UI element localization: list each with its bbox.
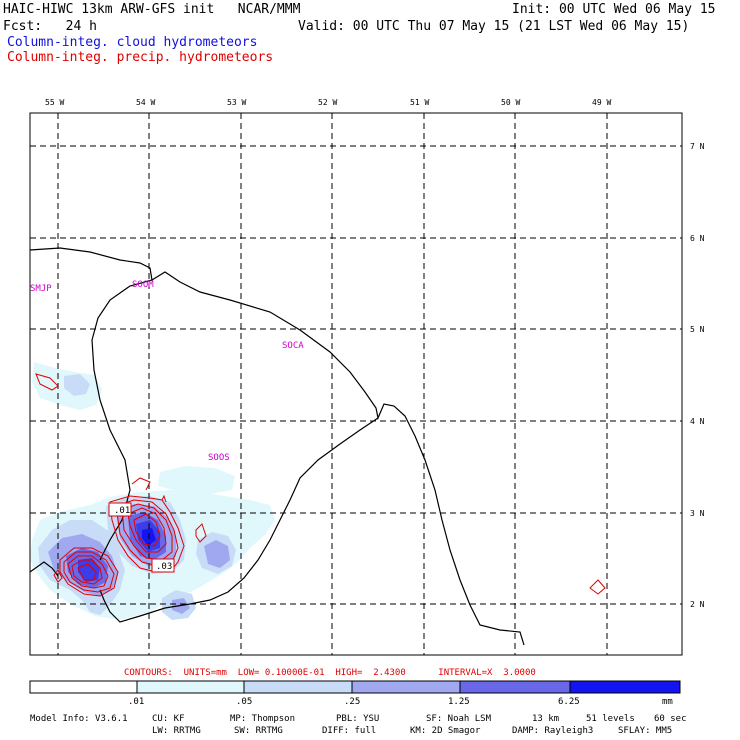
footer-pbl: PBL: YSU <box>336 714 380 724</box>
footer-version: Model Info: V3.6.1 <box>30 714 128 724</box>
lon-label-51w: 51 W <box>410 98 430 107</box>
station-soca: SOCA <box>282 341 304 351</box>
shade-region-3 <box>204 540 230 568</box>
precip-field-title: Column-integ. precip. hydrometeors <box>7 50 274 65</box>
init-time: Init: 00 UTC Wed 06 May 15 <box>512 2 716 17</box>
lat-label-7n: 7 N <box>690 142 705 151</box>
colorbar <box>29 680 681 694</box>
footer-lw: LW: RRTMG <box>152 726 201 736</box>
coastlines <box>29 247 525 646</box>
footer-sflay: SFLAY: MM5 <box>618 726 673 736</box>
footer-mp: MP: Thompson <box>230 714 296 724</box>
footer-sw: SW: RRTMG <box>234 726 283 736</box>
footer-sf: SF: Noah LSM <box>426 714 492 724</box>
footer-cu: CU: KF <box>152 714 185 724</box>
station-soos: SOOS <box>208 453 230 463</box>
colorbar-tick-001: .01 <box>128 697 145 707</box>
contour-label-003: .03 <box>156 562 172 572</box>
model-title: HAIC-HIWC 13km ARW-GFS init NCAR/MMM <box>3 2 301 17</box>
footer-timestep: 60 sec <box>654 714 687 724</box>
lat-label-2n: 2 N <box>690 600 705 609</box>
lon-label-49w: 49 W <box>592 98 612 107</box>
footer-damp: DAMP: Rayleigh3 <box>512 726 594 736</box>
lat-label-6n: 6 N <box>690 234 705 243</box>
lon-label-50w: 50 W <box>501 98 521 107</box>
colorbar-units: mm <box>662 697 673 707</box>
shade-region-2 <box>64 374 90 396</box>
lon-label-54w: 54 W <box>136 98 156 107</box>
shade-region-light <box>158 466 235 494</box>
contour-label-001: .01 <box>114 506 130 516</box>
lon-label-55w: 55 W <box>45 98 65 107</box>
cloud-field-title: Column-integ. cloud hydrometeors <box>7 35 258 50</box>
footer-km: KM: 2D Smagor <box>410 726 481 736</box>
footer-diff: DIFF: full <box>322 726 377 736</box>
lat-label-3n: 3 N <box>690 509 705 518</box>
contour-label-boxes <box>108 502 175 573</box>
lat-label-5n: 5 N <box>690 325 705 334</box>
station-soom: SOOM <box>132 280 154 290</box>
colorbar-tick-025: .25 <box>344 697 361 707</box>
valid-time: Valid: 00 UTC Thu 07 May 15 (21 LST Wed … <box>298 19 690 34</box>
footer-levels: 51 levels <box>586 714 635 724</box>
lat-lon-grid <box>30 113 682 655</box>
colorbar-tick-005: .05 <box>236 697 253 707</box>
colorbar-tick-125: 1.25 <box>448 697 470 707</box>
colorbar-tick-625: 6.25 <box>558 697 580 707</box>
precip-contours <box>35 373 606 597</box>
contour-info: CONTOURS: UNITS=mm LOW= 0.10000E-01 HIGH… <box>124 668 536 678</box>
map-frame <box>29 112 683 656</box>
footer-resolution: 13 km <box>532 714 560 724</box>
lon-label-53w: 53 W <box>227 98 247 107</box>
lon-label-52w: 52 W <box>318 98 338 107</box>
lat-label-4n: 4 N <box>690 417 705 426</box>
forecast-hour: Fcst: 24 h <box>3 19 97 34</box>
station-smjp: SMJP <box>30 284 52 294</box>
